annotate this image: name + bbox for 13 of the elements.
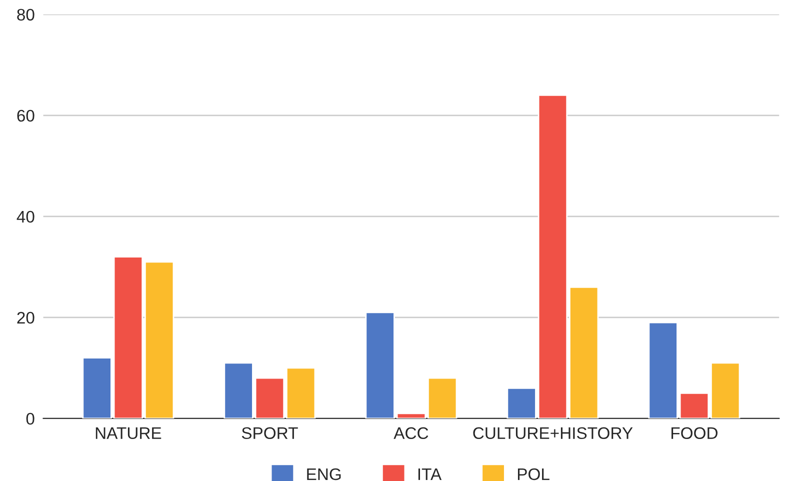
x-tick-label: NATURE <box>96 427 162 440</box>
x-tick-label: CULTURE+HISTORY <box>473 427 633 440</box>
y-tick-label: 0 <box>26 412 34 425</box>
y-tick-label: 20 <box>17 312 34 324</box>
legend-label: ITA <box>418 468 442 480</box>
y-tick-label: 40 <box>16 210 34 223</box>
x-tick-label: ACC <box>394 427 428 440</box>
x-tick-label: FOOD <box>672 427 718 440</box>
y-tick-label: 60 <box>17 110 34 122</box>
x-tick-label: SPORT <box>242 427 298 440</box>
legend-label: POL <box>518 468 550 480</box>
legend-label: ENG <box>307 468 341 480</box>
y-tick-label: 80 <box>17 8 34 21</box>
